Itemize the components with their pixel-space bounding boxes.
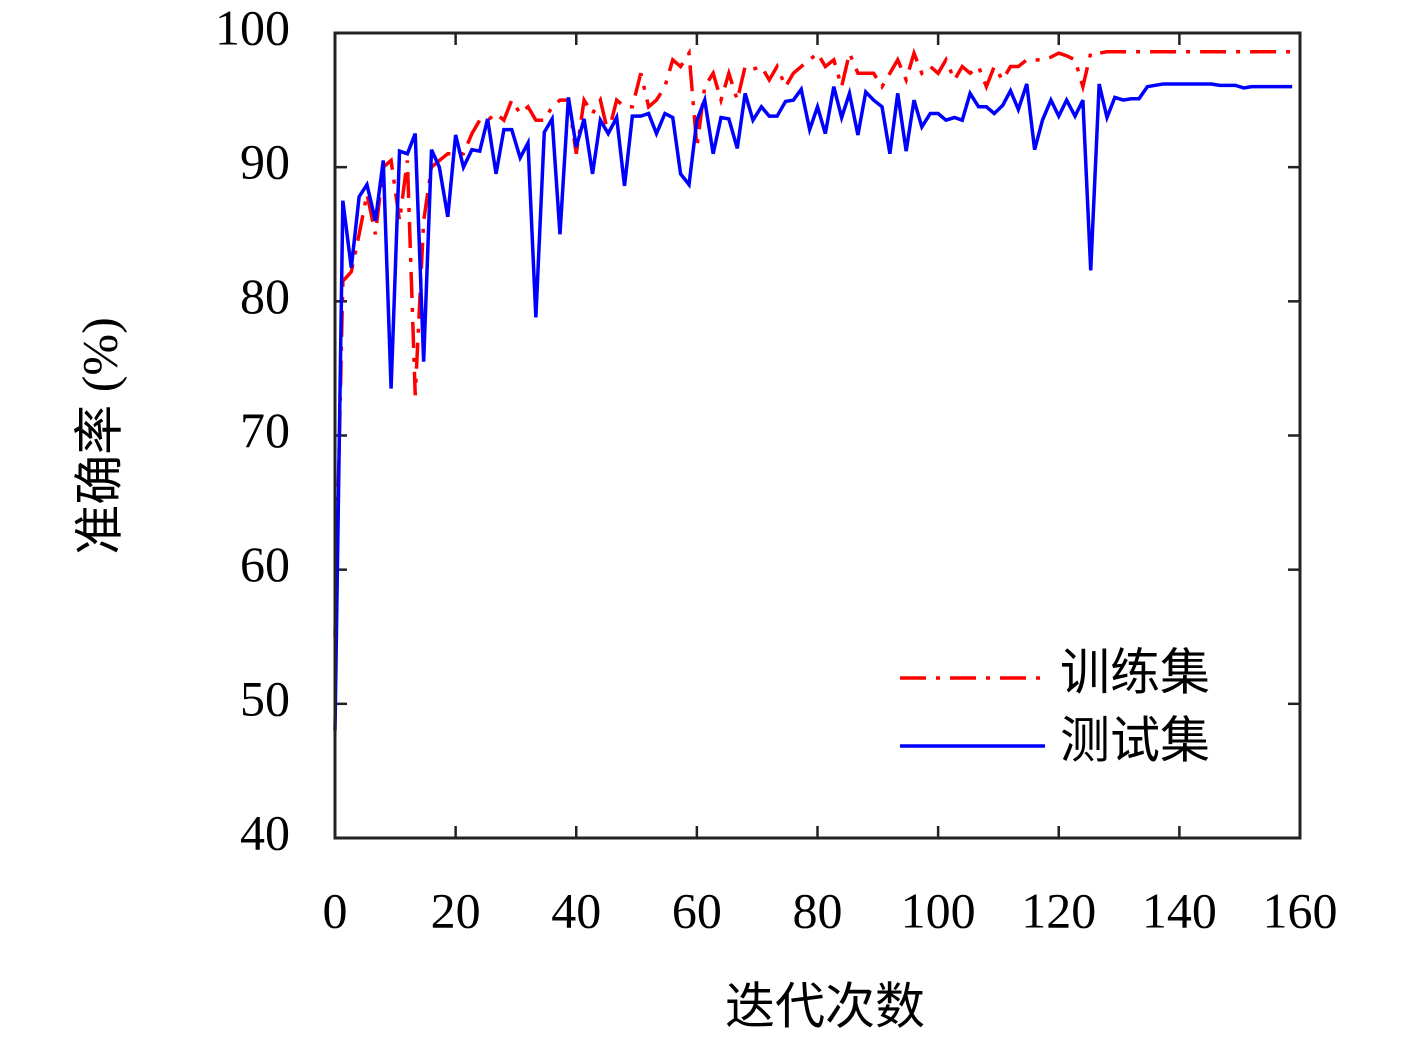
y-tick-label: 70 — [240, 402, 290, 458]
x-tick-label: 20 — [431, 882, 481, 938]
x-axis-label: 迭代次数 — [725, 978, 925, 1034]
y-tick-label: 40 — [240, 804, 290, 860]
y-tick-label: 50 — [240, 670, 290, 726]
legend-label: 训练集 — [1060, 644, 1210, 700]
y-tick-label: 90 — [240, 134, 290, 190]
x-tick-label: 120 — [1021, 882, 1096, 938]
x-tick-label: 60 — [672, 882, 722, 938]
y-tick-label: 100 — [215, 0, 290, 55]
y-tick-label: 60 — [240, 536, 290, 592]
x-tick-label: 100 — [901, 882, 976, 938]
y-axis-label: 准确率 (%) — [71, 317, 127, 554]
data-line — [333, 47, 1293, 637]
x-tick-label: 80 — [793, 882, 843, 938]
legend-label: 测试集 — [1060, 712, 1210, 768]
x-tick-label: 140 — [1142, 882, 1217, 938]
data-line — [333, 82, 1293, 731]
x-tick-label: 0 — [323, 882, 348, 938]
y-tick-label: 80 — [240, 268, 290, 324]
x-tick-label: 40 — [551, 882, 601, 938]
plot-frame — [333, 31, 1302, 840]
x-tick-label: 160 — [1263, 882, 1338, 938]
